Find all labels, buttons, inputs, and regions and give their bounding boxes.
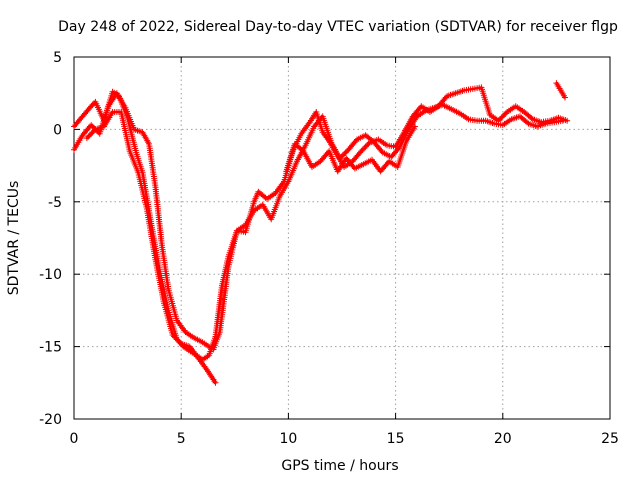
y-tick-label: 0 (53, 122, 62, 138)
x-tick-label: 15 (387, 431, 405, 447)
data-point (171, 333, 178, 340)
data-point (88, 130, 95, 137)
data-point (395, 145, 402, 152)
y-tick-label: -20 (39, 412, 62, 428)
axis-ticks (73, 56, 611, 420)
y-tick-label: -10 (39, 267, 62, 283)
data-point (561, 94, 568, 101)
series-track-a (71, 84, 571, 363)
data-point (173, 336, 180, 343)
y-tick-label: 5 (53, 50, 62, 66)
data-point (361, 145, 368, 152)
data-point (524, 119, 531, 126)
x-tick-labels: 0 5 10 15 20 25 (70, 431, 619, 447)
data-point (411, 123, 418, 130)
data-point (88, 103, 95, 110)
x-tick-label: 0 (70, 431, 79, 447)
y-tick-label: -15 (39, 340, 62, 356)
data-point (498, 114, 505, 121)
y-tick-label: -5 (48, 195, 62, 211)
data-series (71, 80, 571, 386)
series-track-c (83, 109, 219, 386)
data-point (338, 153, 345, 160)
data-point (528, 115, 535, 122)
data-point (85, 133, 92, 140)
data-point (559, 117, 566, 124)
data-point (344, 148, 350, 155)
x-tick-label: 10 (279, 431, 297, 447)
y-axis-label: SDTVAR / TECUs (6, 181, 22, 296)
data-point (176, 339, 183, 346)
data-point (358, 148, 365, 155)
plot-frame (73, 56, 611, 420)
data-point (88, 122, 95, 129)
series-track-b (71, 90, 566, 353)
data-point (364, 142, 370, 149)
data-point (212, 379, 219, 386)
data-point (91, 127, 97, 134)
series-track-d (283, 123, 418, 175)
chart-title: Day 248 of 2022, Sidereal Day-to-day VTE… (58, 19, 618, 35)
x-tick-label: 5 (177, 431, 186, 447)
x-tick-label: 25 (601, 431, 619, 447)
x-tick-label: 20 (494, 431, 512, 447)
grid-lines (74, 57, 610, 419)
y-tick-labels: 5 0 -5 -10 -15 -20 (39, 50, 62, 428)
series-track-e (553, 80, 568, 101)
x-axis-label: GPS time / hours (281, 458, 398, 474)
